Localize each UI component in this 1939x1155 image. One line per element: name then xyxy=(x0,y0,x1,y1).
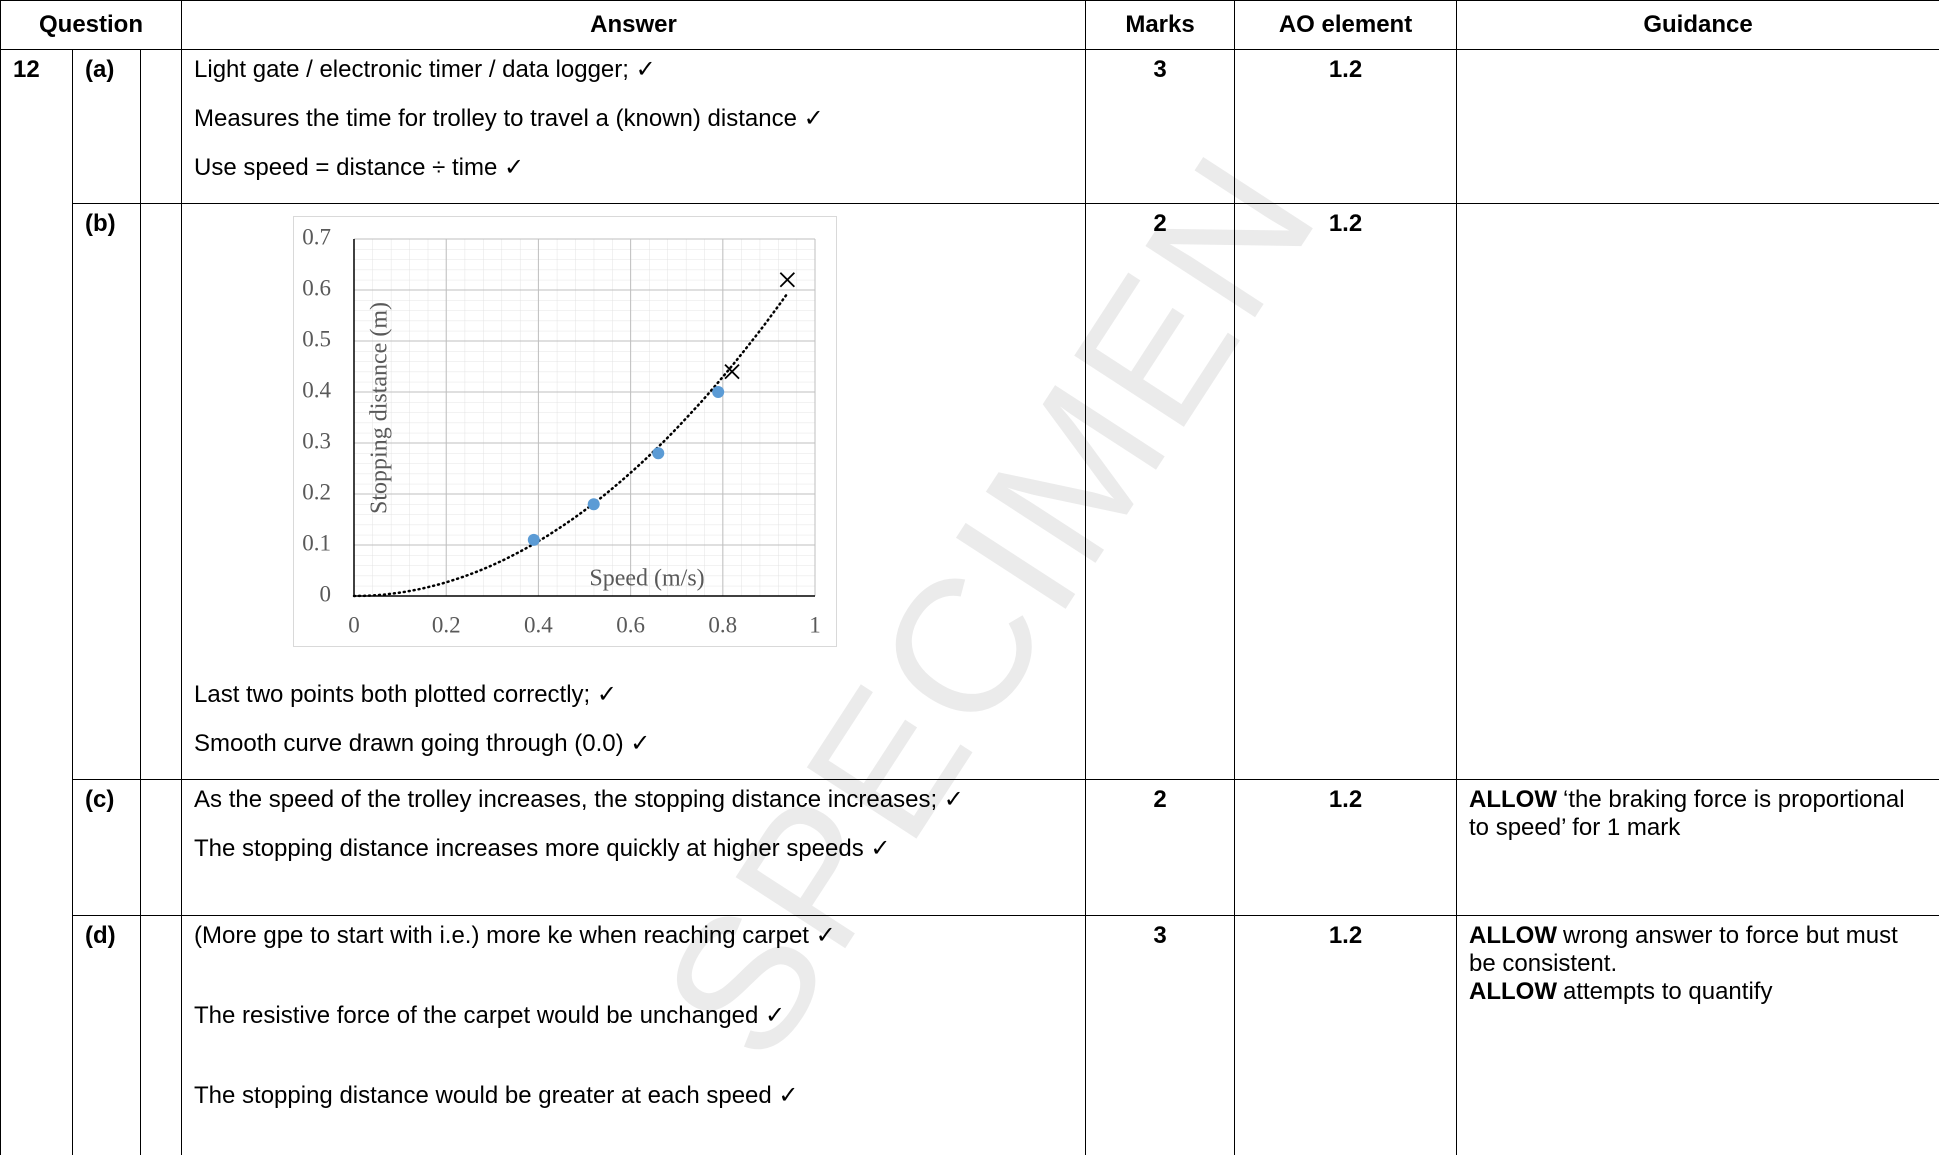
marks-cell: 3 xyxy=(1085,915,1236,1155)
answer-line: Use speed = distance ÷ time ✓ xyxy=(194,154,525,181)
x-tick-label: 0.4 xyxy=(524,612,553,637)
header-cell: Answer xyxy=(181,0,1087,50)
empty-cell xyxy=(139,779,183,916)
empty-cell xyxy=(139,203,183,780)
x-tick-label: 0.2 xyxy=(432,612,461,637)
guidance-line: ALLOW wrong answer to force but must be c… xyxy=(1469,922,1927,978)
answer-line: The stopping distance would be greater a… xyxy=(194,1082,799,1109)
header-row: Question Answer Marks AO element Guidanc… xyxy=(0,0,1939,50)
data-point xyxy=(712,386,725,398)
guidance-cell xyxy=(1456,49,1939,204)
answer-cell: Light gate / electronic timer / data log… xyxy=(181,49,1087,204)
part-row: (d) (More gpe to start with i.e.) more ke… xyxy=(1,915,1939,1155)
part-row: (c) As the speed of the trolley increases… xyxy=(1,779,1939,916)
y-tick-label: 0.3 xyxy=(302,428,331,453)
y-tick-label: 0.1 xyxy=(302,530,331,555)
part-label: (c) xyxy=(72,779,141,916)
part-row: (b) Last two points both plotted correctl… xyxy=(1,203,1939,780)
data-point xyxy=(587,498,600,511)
data-point xyxy=(724,363,740,380)
header-cell: Guidance xyxy=(1456,0,1939,50)
empty-cell xyxy=(139,915,183,1155)
data-point xyxy=(779,272,795,288)
answer-line: The resistive force of the carpet would … xyxy=(194,1002,786,1029)
guidance-keyword: ALLOW xyxy=(1469,922,1557,949)
marks-cell: 3 xyxy=(1085,49,1236,204)
part-row: 12 (a) Light gate / electronic timer / dat… xyxy=(0,49,1939,1155)
answer-line: The stopping distance increases more qui… xyxy=(194,835,891,862)
y-tick-label: 0.6 xyxy=(302,275,331,300)
answer-line: Measures the time for trolley to travel … xyxy=(194,105,824,132)
marks-cell: 2 xyxy=(1085,779,1236,916)
answer-line: Smooth curve drawn going through (0.0) ✓ xyxy=(194,730,651,757)
data-point xyxy=(527,533,540,546)
header-cell: AO element xyxy=(1234,0,1458,50)
guidance-line: ALLOW ‘the braking force is proportional … xyxy=(1469,786,1927,842)
ao-cell: 1.2 xyxy=(1234,203,1458,780)
part-label: (a) xyxy=(72,49,141,204)
marks-cell: 2 xyxy=(1085,203,1236,780)
guidance-cell: ALLOW ‘the braking force is proportional … xyxy=(1456,779,1939,916)
ao-cell: 1.2 xyxy=(1234,49,1458,204)
guidance-keyword: ALLOW xyxy=(1469,978,1557,1005)
x-tick-label: 1 xyxy=(809,612,821,637)
x-axis-label: Speed (m/s) xyxy=(589,566,704,592)
header-cell: Marks xyxy=(1085,0,1236,50)
guidance-keyword: ALLOW xyxy=(1469,786,1557,813)
y-tick-label: 0.5 xyxy=(302,326,331,351)
y-tick-label: 0.4 xyxy=(302,377,331,402)
x-tick-label: 0.6 xyxy=(616,612,645,637)
guidance-text: wrong answer to force but must be consis… xyxy=(1469,922,1898,977)
x-tick-label: 0 xyxy=(348,612,360,637)
part-label: (b) xyxy=(72,203,141,780)
header-cell: Question xyxy=(0,0,183,50)
guidance-text: attempts to quantify xyxy=(1563,978,1773,1005)
guidance-text: ‘the braking force is proportional to sp… xyxy=(1469,786,1905,841)
answer-cell: (More gpe to start with i.e.) more ke wh… xyxy=(181,915,1087,1155)
empty-cell xyxy=(139,49,183,204)
y-tick-label: 0.2 xyxy=(302,479,331,504)
minor-grid-area xyxy=(354,239,815,596)
part-label: (d) xyxy=(72,915,141,1155)
answer-line: As the speed of the trolley increases, t… xyxy=(194,786,964,813)
guidance-cell: ALLOW wrong answer to force but must be c… xyxy=(1456,915,1939,1155)
y-axis-label: Stopping distance (m) xyxy=(367,302,393,514)
guidance-line: ALLOW attempts to quantify xyxy=(1469,978,1927,1006)
chart: 0 0.1 0.2 0.3 0.4 0.5 0.6 0.7 0 0.2 0.4 0.6 0.8 1 Spee… xyxy=(293,216,837,647)
guidance-cell xyxy=(1456,203,1939,780)
answer-cell: As the speed of the trolley increases, t… xyxy=(181,779,1087,916)
answer-line: (More gpe to start with i.e.) more ke wh… xyxy=(194,922,836,949)
y-tick-label: 0 xyxy=(320,581,332,606)
ao-cell: 1.2 xyxy=(1234,915,1458,1155)
data-point xyxy=(652,447,665,460)
answer-line: Light gate / electronic timer / data log… xyxy=(194,56,656,83)
ao-cell: 1.2 xyxy=(1234,779,1458,916)
answer-line: Last two points both plotted correctly; … xyxy=(194,681,618,708)
y-tick-label: 0.7 xyxy=(302,224,331,249)
trendline xyxy=(352,292,789,598)
x-tick-label: 0.8 xyxy=(708,612,737,637)
question-number: 12 xyxy=(0,49,73,1155)
